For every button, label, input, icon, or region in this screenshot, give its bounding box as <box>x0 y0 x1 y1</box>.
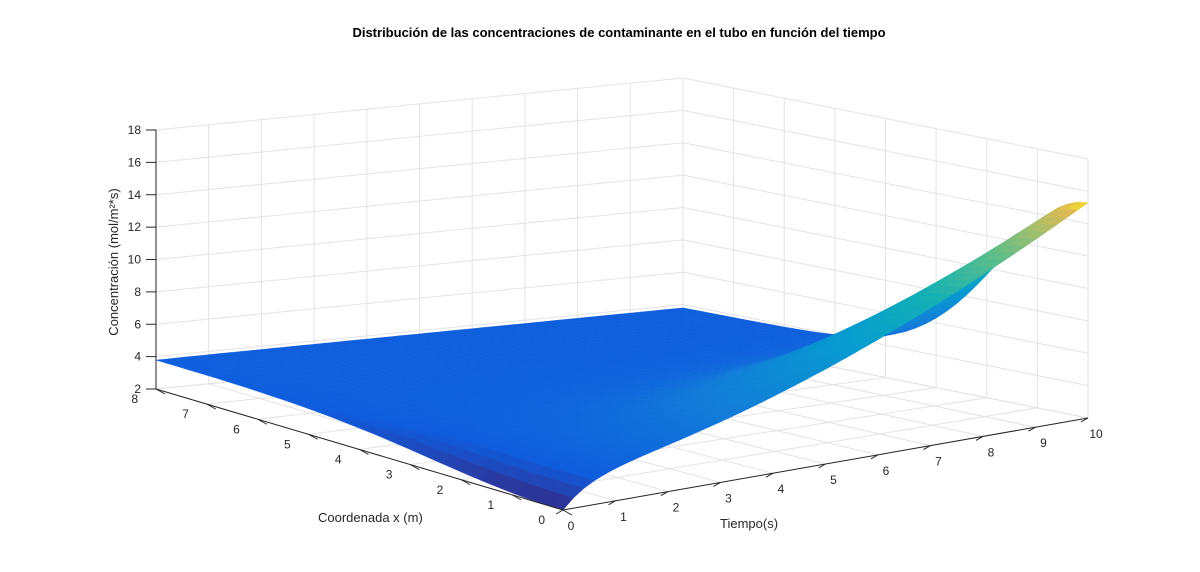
y-tick-mark <box>359 449 369 455</box>
y-tick-label: 5 <box>284 437 291 451</box>
x-tick-mark <box>975 435 984 441</box>
x-tick-label: 4 <box>778 482 785 496</box>
grid-line-x <box>512 407 1038 496</box>
z-tick-label: 16 <box>128 155 142 169</box>
x-tick-mark <box>1080 417 1089 423</box>
x-tick-label: 5 <box>830 473 837 487</box>
x-tick-mark <box>870 454 879 460</box>
x-tick-mark <box>660 491 669 497</box>
x-tick-mark <box>608 500 616 506</box>
x-tick-label: 9 <box>1040 436 1047 450</box>
y-tick-label: 4 <box>335 453 342 467</box>
z-axis-label: Concentración (mol/m²*s) <box>106 188 121 335</box>
x-tick-label: 2 <box>673 501 680 515</box>
z-tick-label: 2 <box>134 382 141 396</box>
x-tick-mark <box>555 509 564 515</box>
x-tick-label: 6 <box>883 464 890 478</box>
y-tick-label: 1 <box>487 498 494 512</box>
x-tick-label: 10 <box>1089 427 1103 441</box>
y-tick-label: 0 <box>538 513 545 527</box>
y-tick-mark <box>155 388 166 395</box>
x-tick-label: 0 <box>568 519 575 533</box>
y-tick-mark <box>257 418 267 425</box>
y-tick-label: 3 <box>386 468 393 482</box>
x-tick-label: 8 <box>988 445 995 459</box>
x-tick-mark <box>765 472 774 478</box>
x-tick-mark <box>713 481 721 487</box>
y-tick-mark <box>206 403 217 410</box>
y-tick-mark <box>410 464 420 471</box>
x-tick-mark <box>923 445 931 451</box>
y-tick-mark <box>511 494 522 501</box>
x-tick-label: 1 <box>620 510 627 524</box>
x-axis-label: Tiempo(s) <box>720 516 778 531</box>
z-tick-label: 14 <box>128 188 142 202</box>
y-tick-label: 2 <box>437 483 444 497</box>
y-tick-mark <box>562 509 573 516</box>
y-axis-label: Coordenada x (m) <box>318 510 423 525</box>
x-tick-label: 3 <box>725 491 732 505</box>
y-tick-label: 6 <box>233 422 240 436</box>
surface-plot <box>155 201 1089 511</box>
z-tick-label: 18 <box>128 123 142 137</box>
y-tick-mark <box>308 433 318 440</box>
x-tick-mark <box>1028 426 1036 432</box>
z-tick-label: 10 <box>128 253 142 267</box>
z-tick-label: 6 <box>134 317 141 331</box>
chart-title: Distribución de las concentraciones de c… <box>352 25 885 40</box>
z-tick-label: 4 <box>134 350 141 364</box>
x-tick-mark <box>818 463 826 469</box>
y-tick-label: 7 <box>182 407 189 421</box>
y-tick-mark <box>461 479 471 486</box>
z-tick-label: 8 <box>134 285 141 299</box>
y-tick-label: 8 <box>131 392 138 406</box>
z-tick-label: 12 <box>128 220 142 234</box>
x-tick-label: 7 <box>935 455 942 469</box>
